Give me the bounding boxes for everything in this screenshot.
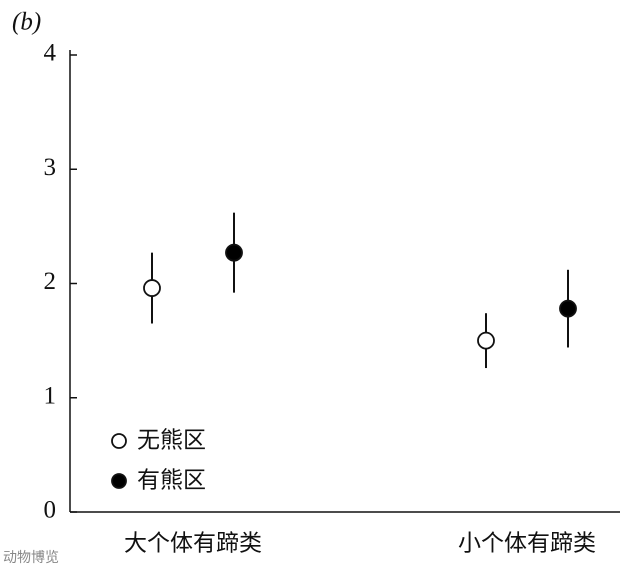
point [225,243,243,262]
watermark: 动物博览 [3,549,59,566]
x-tick-label: 小个体有蹄类 [458,531,596,557]
y-tick-label: 2 [44,268,57,295]
point [143,279,161,297]
y-tick-label: 1 [44,382,57,409]
legend-marker [111,473,127,489]
panel-label: (b) [12,9,41,36]
point [559,299,577,318]
legend-marker [111,433,127,449]
x-tick-label: 大个体有蹄类 [124,531,262,557]
y-tick-label: 3 [44,154,57,181]
point [477,331,495,350]
y-tick-label: 0 [44,497,57,524]
legend-label: 有熊区 [137,468,206,494]
y-tick-label: 4 [44,40,57,67]
legend-label: 无熊区 [137,428,206,454]
